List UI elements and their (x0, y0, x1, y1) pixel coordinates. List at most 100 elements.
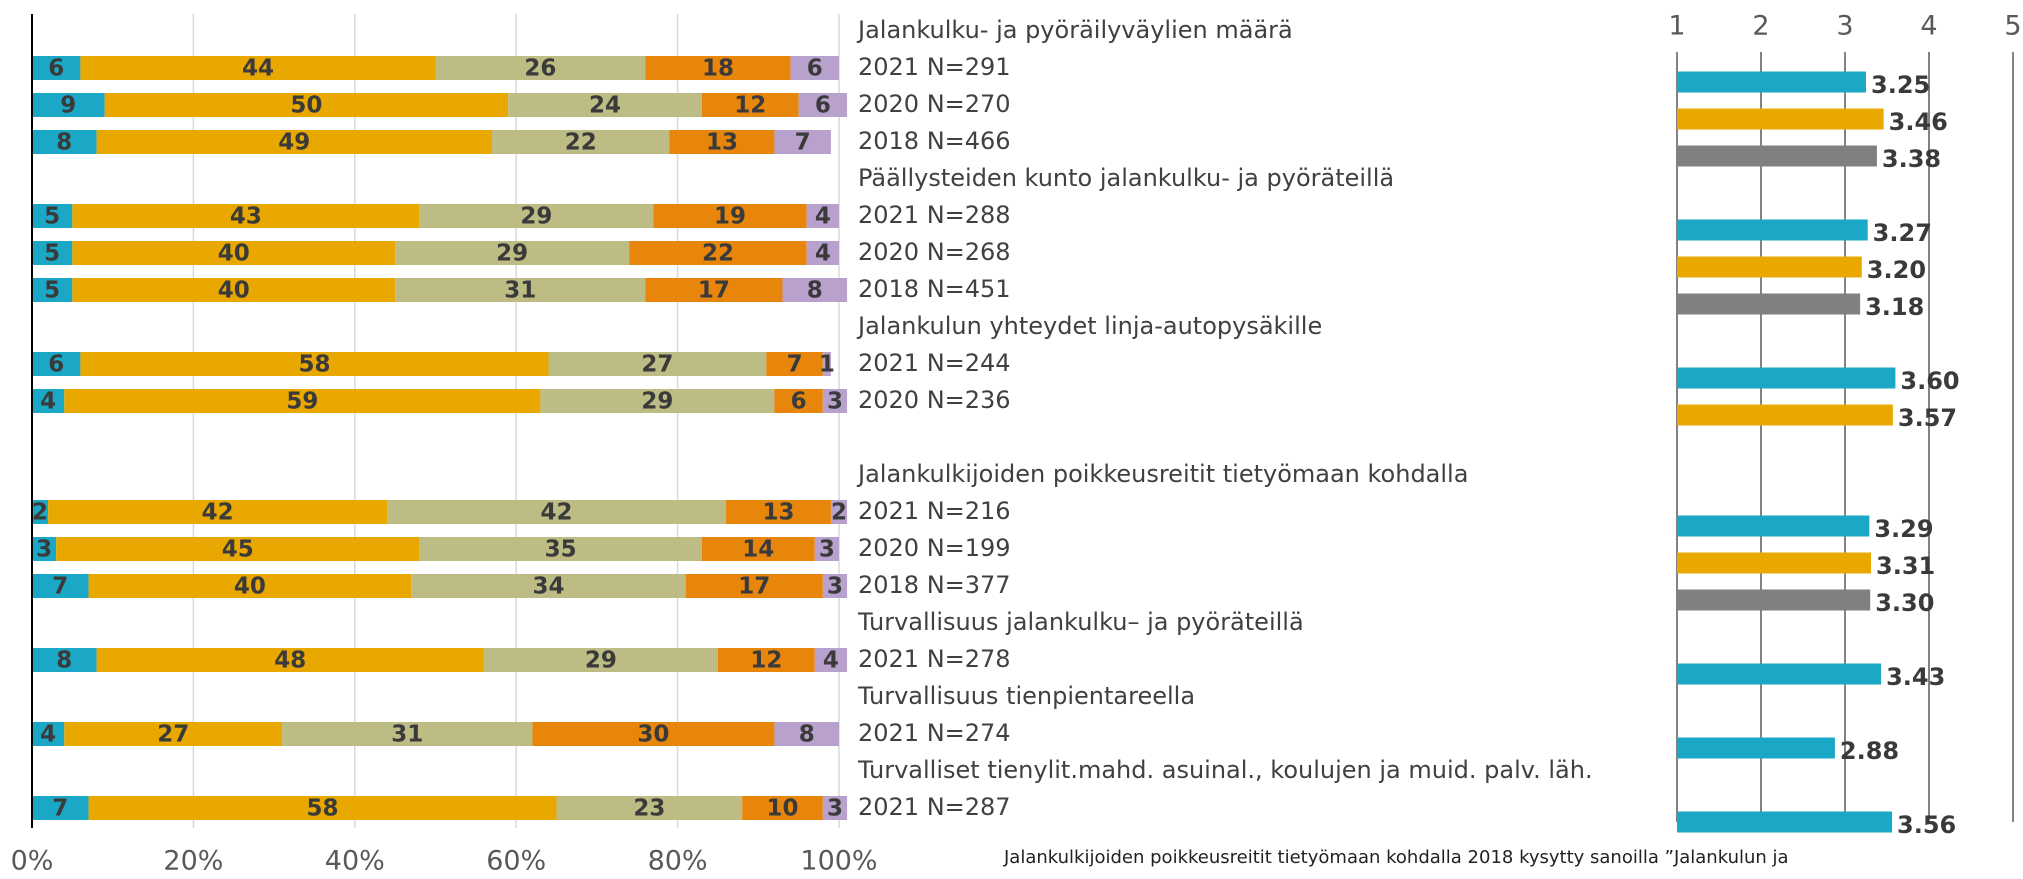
bar-segment (508, 93, 702, 117)
row-label: 2018 N=451 (858, 275, 1011, 303)
bar-segment (483, 648, 718, 672)
segment-label: 8 (56, 648, 72, 674)
bar-segment (822, 352, 831, 376)
segment-label: 29 (520, 204, 552, 230)
segment-label: 17 (698, 278, 730, 304)
bar-segment (806, 204, 839, 228)
segment-label: 9 (60, 93, 76, 119)
bar-segment (387, 500, 727, 524)
segment-label: 27 (641, 352, 673, 378)
bar-segment (96, 130, 492, 154)
segment-label: 1 (819, 352, 835, 378)
bar-segment (395, 241, 630, 265)
bar-segment (726, 500, 831, 524)
segment-label: 24 (589, 93, 621, 119)
segment-label: 17 (738, 574, 770, 600)
bar-segment (435, 56, 646, 80)
segment-label: 6 (48, 352, 64, 378)
bar-segment (32, 204, 73, 228)
segment-label: 44 (242, 56, 274, 82)
bar-segment (88, 574, 412, 598)
bar-segment (774, 722, 839, 746)
bar-segment (645, 278, 783, 302)
segment-label: 6 (791, 389, 807, 415)
segment-label: 2 (32, 500, 48, 526)
group-title: Päällysteiden kunto jalankulku- ja pyörä… (858, 164, 1394, 192)
bar-segment (645, 56, 791, 80)
bar-segment (774, 389, 823, 413)
segment-label: 4 (823, 648, 839, 674)
segment-label: 58 (307, 796, 339, 822)
segment-label: 34 (532, 574, 564, 600)
mean-label: 3.60 (1900, 367, 1959, 395)
row-label: 2020 N=268 (858, 238, 1011, 266)
mean-bar (1677, 256, 1862, 278)
segment-label: 6 (48, 56, 64, 82)
segment-label: 19 (714, 204, 746, 230)
group-title: Jalankulku- ja pyöräilyväylien määrä (856, 16, 1293, 44)
bar-segment (798, 93, 848, 117)
segment-label: 7 (787, 352, 803, 378)
segment-label: 8 (799, 722, 815, 748)
bar-segment (814, 648, 848, 672)
mean-label: 3.56 (1897, 811, 1956, 839)
segment-label: 4 (815, 241, 831, 267)
mean-label: 3.20 (1867, 256, 1926, 284)
bar-segment (32, 389, 65, 413)
bar-segment (540, 389, 775, 413)
bar-segment (32, 648, 97, 672)
bar-segment (419, 537, 702, 561)
bar-segment (104, 93, 509, 117)
segment-label: 58 (298, 352, 330, 378)
segment-label: 7 (52, 796, 68, 822)
segment-label: 49 (278, 130, 310, 156)
bar-segment (64, 722, 283, 746)
bar-segment (395, 278, 646, 302)
segment-label: 4 (815, 204, 831, 230)
bar-segment (701, 537, 815, 561)
segment-label: 5 (44, 278, 60, 304)
bar-segment (822, 574, 848, 598)
footnote: Jalankulkijoiden poikkeusreitit tietyöma… (1003, 847, 1789, 868)
mean-label: 3.46 (1889, 108, 1948, 136)
bar-segment (32, 56, 81, 80)
x-tick-label: 0% (11, 846, 54, 877)
segment-label: 6 (815, 93, 831, 119)
segment-label: 7 (52, 574, 68, 600)
bar-segment (814, 537, 839, 561)
segment-label: 22 (702, 241, 734, 267)
x-tick-label: 3 (1836, 11, 1853, 42)
row-label: 2021 N=244 (858, 349, 1011, 377)
segment-label: 2 (831, 500, 847, 526)
segment-label: 31 (391, 722, 423, 748)
bar-segment (806, 241, 839, 265)
segment-label: 27 (157, 722, 189, 748)
mean-bar (1677, 811, 1893, 833)
segment-label: 5 (44, 241, 60, 267)
bar-segment (774, 130, 831, 154)
segment-label: 12 (734, 93, 766, 119)
segment-label: 48 (274, 648, 306, 674)
mean-bar (1677, 663, 1882, 685)
row-label: 2021 N=287 (858, 793, 1011, 821)
x-tick-label: 5 (2004, 11, 2021, 42)
group-title: Turvalliset tienylit.mahd. asuinal., kou… (857, 756, 1593, 784)
mean-label: 3.18 (1865, 293, 1924, 321)
bar-segment (56, 537, 420, 561)
segment-label: 23 (633, 796, 665, 822)
mean-bar (1677, 108, 1884, 130)
bar-segment (80, 56, 436, 80)
mean-bar (1677, 515, 1870, 537)
segment-label: 40 (218, 278, 250, 304)
mean-bar (1677, 145, 1877, 167)
mean-label: 3.57 (1898, 404, 1957, 432)
segment-label: 26 (524, 56, 556, 82)
bar-segment (717, 648, 815, 672)
bar-segment (701, 93, 799, 117)
segment-label: 35 (545, 537, 577, 563)
segment-label: 30 (637, 722, 669, 748)
bar-segment (96, 648, 484, 672)
bar-segment (653, 204, 807, 228)
segment-label: 3 (827, 574, 843, 600)
